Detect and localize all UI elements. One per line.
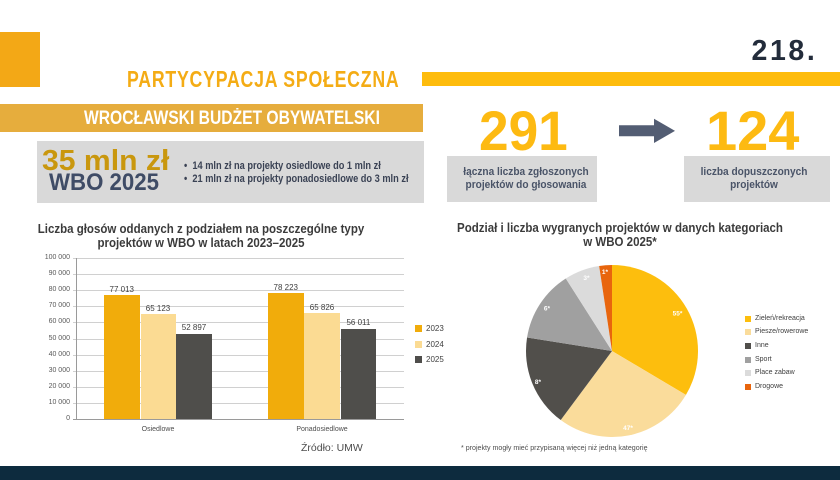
svg-text:1*: 1* <box>602 269 609 276</box>
svg-text:55*: 55* <box>673 311 683 318</box>
svg-text:3*: 3* <box>583 275 590 282</box>
svg-text:47*: 47* <box>623 425 633 432</box>
svg-text:8*: 8* <box>535 379 542 386</box>
svg-text:6*: 6* <box>544 306 551 313</box>
